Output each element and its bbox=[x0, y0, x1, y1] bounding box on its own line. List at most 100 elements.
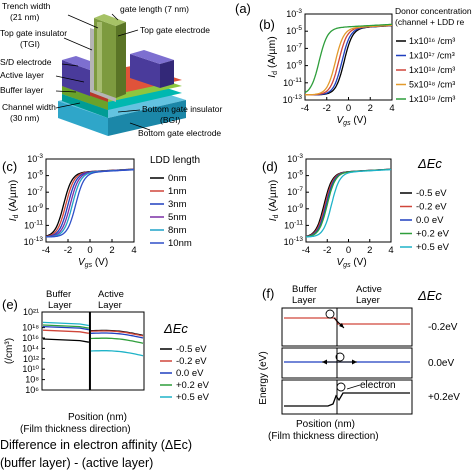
panel-e-buffer-label: Buffer bbox=[46, 289, 71, 300]
panel-label: (b) bbox=[259, 17, 275, 32]
legend-entry: +0.2 eV bbox=[176, 380, 210, 391]
sd-electrode-left bbox=[62, 60, 90, 96]
legend-entry: -0.2 eV bbox=[176, 356, 207, 367]
y-tick-label: 10¹⁰ bbox=[22, 364, 39, 374]
series-line bbox=[305, 24, 393, 96]
legend-entry: 0nm bbox=[168, 173, 187, 184]
panel-d-chart: (d) -4 -2 0 2 4 10-3 10-5 10-7 10-9 10-11 10-13 Vgs … bbox=[262, 153, 450, 269]
band-box-3 bbox=[281, 379, 413, 415]
x-tick-label: -4 bbox=[301, 103, 309, 114]
panel-f-legend-title: ΔEc bbox=[417, 288, 442, 303]
x-tick-label: 4 bbox=[388, 245, 393, 256]
band-row-label-2: 0.0eV bbox=[428, 358, 454, 369]
panel-f-xlabel: Position (nm) bbox=[296, 419, 355, 430]
series-line-buffer bbox=[42, 329, 90, 334]
y-tick-label: 10-13 bbox=[284, 236, 304, 247]
series-line bbox=[306, 168, 392, 238]
panel-c-chart: (c) -4 -2 0 2 4 10-3 10-5 10-7 10-9 10-11 10-13 Vgs … bbox=[2, 153, 200, 269]
legend-entry: 1x10¹⁹ /cm³ bbox=[409, 94, 455, 104]
x-axis-label: Vgs (V) bbox=[337, 257, 367, 269]
legend-entry: +0.5 eV bbox=[176, 392, 210, 403]
panel-a: (a) bbox=[0, 1, 251, 138]
y-tick-label: 10¹⁴ bbox=[22, 343, 39, 353]
x-axis-label: Vgs (V) bbox=[78, 257, 108, 269]
sd-electrode-right bbox=[130, 54, 160, 88]
y-tick-label: 10¹⁸ bbox=[22, 323, 39, 333]
y-tick-label: 10-9 bbox=[27, 203, 43, 214]
electron-label: electron bbox=[360, 380, 396, 391]
annotation-sd-electrode: S/D electrode bbox=[0, 57, 52, 67]
annotation-top-gate-electrode: Top gate electrode bbox=[140, 25, 210, 35]
y-tick-label: 10-3 bbox=[287, 153, 303, 164]
legend-entry: 5nm bbox=[168, 212, 187, 223]
legend-entry: 3nm bbox=[168, 199, 187, 210]
x-tick-label: 0 bbox=[346, 245, 351, 256]
plot-frame bbox=[41, 311, 145, 391]
legend-entry: 0.0 eV bbox=[416, 215, 444, 226]
annotation-trench-width: Trench width bbox=[2, 1, 51, 11]
panel-f-ylabel: Energy (eV) bbox=[258, 351, 269, 404]
x-axis-label: Vgs (V) bbox=[337, 115, 367, 127]
band-box-1 bbox=[281, 307, 413, 347]
annotation-active-layer: Active layer bbox=[0, 70, 44, 80]
x-tick-label: -2 bbox=[323, 245, 331, 256]
y-axis-label: Id (A/µm) bbox=[266, 36, 279, 77]
y-tick-label: 10-13 bbox=[24, 236, 44, 247]
panel-label: (e) bbox=[2, 297, 18, 312]
y-tick-label: 10-13 bbox=[283, 94, 303, 105]
y-tick-label: 10²¹ bbox=[23, 307, 39, 317]
y-axis-label: (/cm³) bbox=[4, 338, 15, 364]
legend-title: ΔEc bbox=[417, 156, 442, 171]
panel-e-xlabel: Position (nm) bbox=[68, 412, 127, 423]
x-tick-label: 0 bbox=[87, 245, 92, 256]
legend-entry: 1x10¹⁶ /cm³ bbox=[409, 36, 455, 46]
annotation-bottom-gate-electrode: Bottom gate electrode bbox=[138, 128, 221, 138]
y-tick-label: 10-5 bbox=[27, 170, 43, 181]
band-line-3 bbox=[284, 392, 410, 407]
svg-text:Buffer Layer Activ: Buffer Layer Active Layer bbox=[46, 289, 127, 311]
legend-title: ΔEc bbox=[163, 321, 188, 336]
y-axis-label: Id (A/µm) bbox=[7, 180, 20, 221]
panel-label: (d) bbox=[262, 159, 278, 174]
panel-b-chart: (b) -4 -2 0 2 4 10-3 10-5 10-7 10-9 10-11 10-13 Vgs … bbox=[259, 6, 472, 127]
y-tick-label: 10-5 bbox=[286, 25, 302, 36]
legend-entry: -0.2 eV bbox=[416, 202, 447, 213]
series-line bbox=[305, 24, 393, 96]
annotation-channel-width: Channel width bbox=[2, 102, 56, 112]
panel-e-overlay: Buffer Layer Active Layer Position (nm) … bbox=[20, 289, 131, 435]
panel-f-active-label: Active bbox=[356, 284, 382, 295]
caption-line-2: (buffer layer) - (active layer) bbox=[0, 456, 154, 470]
device-schematic bbox=[58, 14, 186, 136]
y-tick-label: 10-9 bbox=[287, 203, 303, 214]
annotation-bottom-gate-insulator: Bottom gate insulator bbox=[142, 104, 222, 114]
panel-e-xlabel-sub: (Film thickness direction) bbox=[20, 424, 131, 435]
annotation-top-gate-insulator: Top gate insulator bbox=[0, 28, 67, 38]
electron-marker-2 bbox=[335, 352, 345, 362]
y-tick-label: 10¹² bbox=[23, 354, 39, 364]
svg-text:Channel width (30 nm): Channel width (30 nm) bbox=[2, 102, 58, 123]
series-line bbox=[305, 25, 393, 96]
electron-marker-1 bbox=[325, 309, 335, 319]
series-line bbox=[304, 23, 393, 94]
y-tick-label: 10-9 bbox=[286, 60, 302, 71]
series-line bbox=[305, 168, 391, 238]
legend-entry: 1x10¹⁷ /cm³ bbox=[409, 51, 455, 61]
panel-f: (f) Buffer Layer Active Layer ΔEc Energy… bbox=[258, 284, 460, 442]
y-axis-label: Id (A/µm) bbox=[267, 180, 280, 221]
bottom-gate-front-face bbox=[58, 101, 108, 136]
series-line-buffer bbox=[42, 321, 90, 327]
y-tick-label: 10-7 bbox=[286, 42, 302, 53]
legend-title: Donor concentration bbox=[395, 6, 472, 16]
series-line-active bbox=[90, 332, 144, 339]
x-tick-label: -4 bbox=[42, 245, 50, 256]
legend-title: LDD length bbox=[150, 155, 200, 166]
series-line-buffer bbox=[42, 324, 90, 329]
y-tick-label: 10⁸ bbox=[25, 375, 39, 385]
y-tick-label: 10⁶ bbox=[25, 385, 39, 395]
svg-text:Trench width (21 nm): Trench width (21 nm) bbox=[2, 1, 53, 22]
x-tick-label: 2 bbox=[109, 245, 114, 256]
legend-entry: +0.5 eV bbox=[416, 242, 450, 253]
x-tick-label: 2 bbox=[368, 103, 373, 114]
